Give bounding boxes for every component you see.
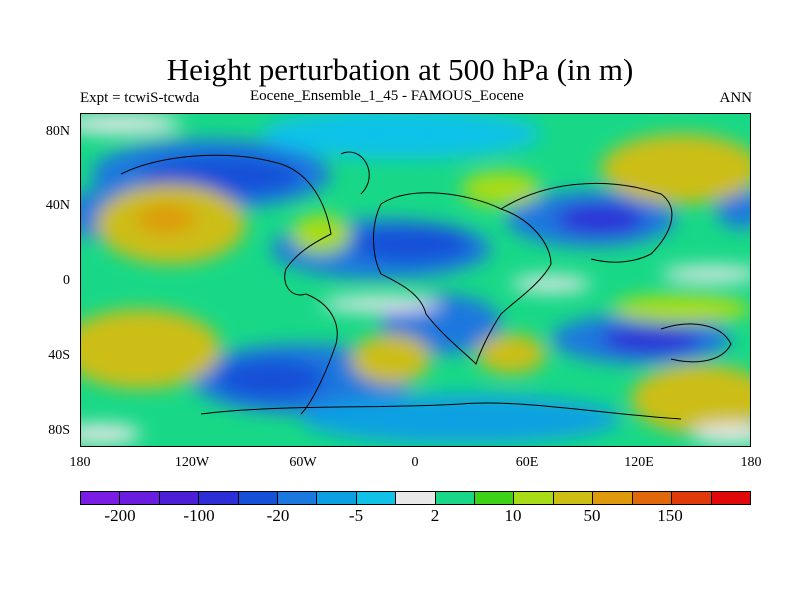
colorbar-label: 10 (504, 506, 522, 525)
lat-label-80s: 80S (48, 423, 70, 438)
colorbar-label: -20 (266, 506, 290, 525)
colorbar-swatch (120, 492, 160, 504)
colorbar-swatch (356, 492, 397, 504)
lon-label-120e: 120E (624, 455, 654, 470)
lat-label-40s: 40S (48, 348, 70, 363)
experiment-label: Expt = tcwiS-tcwda (80, 90, 200, 106)
lon-label-180e: 180 (740, 455, 762, 470)
season-label: ANN (719, 90, 753, 106)
colorbar-swatch (81, 492, 121, 504)
colorbar-swatch (199, 492, 239, 504)
lon-label-180w: 180 (69, 455, 91, 470)
colorbar-swatch (396, 492, 436, 504)
lon-label-60w: 60W (289, 455, 317, 470)
colorbar-swatch (238, 492, 279, 504)
lon-label-120w: 120W (174, 455, 210, 470)
colorbar-label: -5 (348, 506, 364, 525)
colorbar-swatch (593, 492, 633, 504)
colorbar (80, 491, 751, 505)
colorbar-swatch (672, 492, 712, 504)
lon-label-0: 0 (411, 455, 419, 470)
colorbar-swatch (159, 492, 200, 504)
lat-label-40n: 40N (45, 198, 70, 213)
colorbar-swatch (553, 492, 594, 504)
colorbar-label: -100 (183, 506, 215, 525)
colorbar-label: -200 (104, 506, 136, 525)
ensemble-label: Eocene_Ensemble_1_45 - FAMOUS_Eocene (250, 88, 524, 104)
colorbar-label: 50 (583, 506, 601, 525)
colorbar-swatch (475, 492, 515, 504)
coastlines (120, 151, 732, 420)
colorbar-swatch (514, 492, 554, 504)
colorbar-swatch (435, 492, 476, 504)
lat-label-80n: 80N (45, 124, 70, 139)
map-title: Height perturbation at 500 hPa (in m) (166, 52, 634, 87)
colorbar-label: 2 (430, 506, 440, 525)
colorbar-swatch (711, 492, 750, 504)
colorbar-label: 150 (657, 506, 683, 525)
map-panel (80, 113, 751, 447)
contour-map (81, 114, 750, 446)
colorbar-swatch (278, 492, 318, 504)
colorbar-swatch (632, 492, 673, 504)
lon-label-60e: 60E (515, 455, 539, 470)
lat-label-0: 0 (63, 273, 70, 288)
colorbar-swatch (317, 492, 357, 504)
